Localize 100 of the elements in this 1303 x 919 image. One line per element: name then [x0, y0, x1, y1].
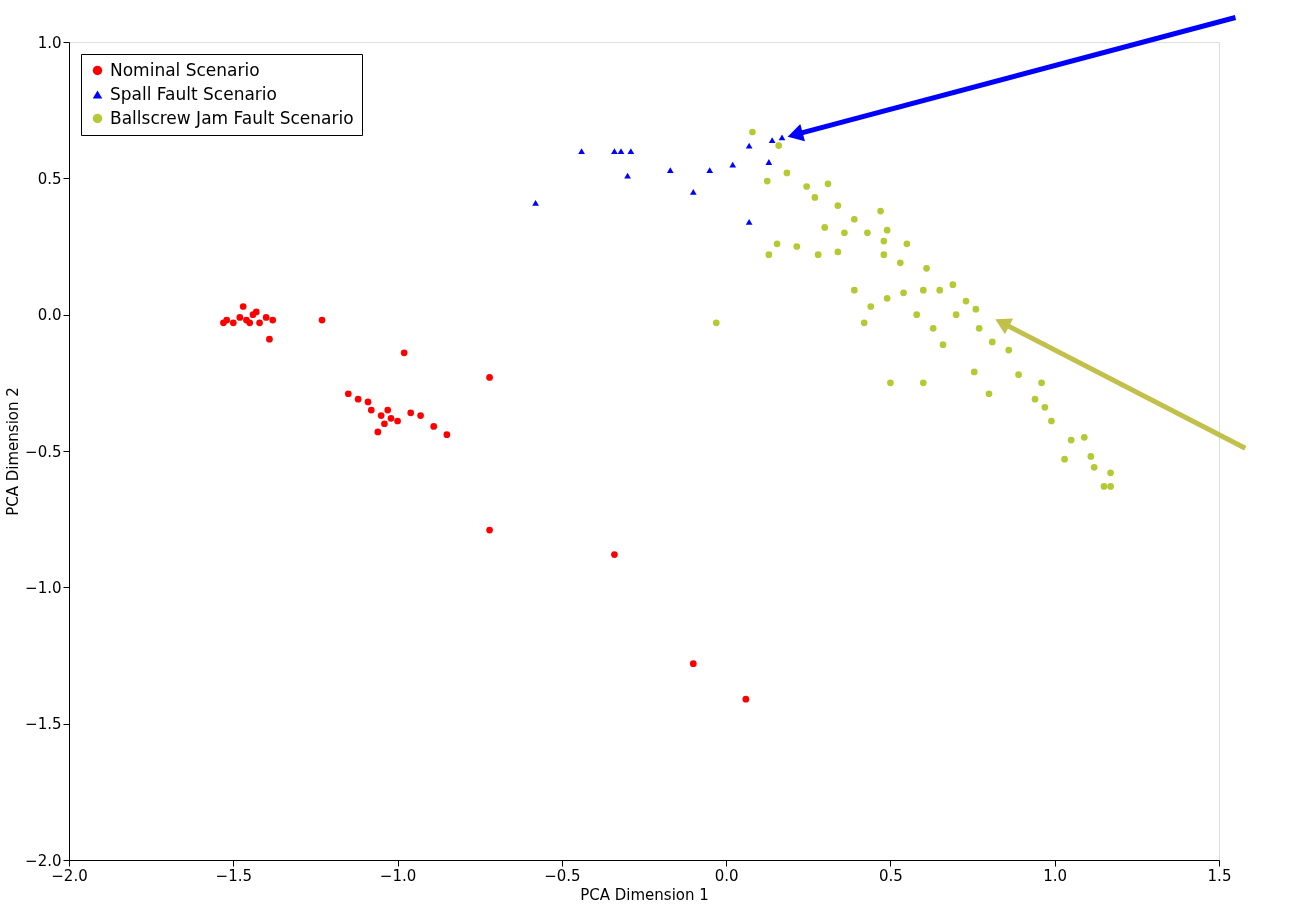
point — [486, 526, 493, 534]
point — [367, 406, 375, 414]
point — [919, 379, 927, 387]
point — [880, 237, 888, 245]
point — [883, 226, 891, 234]
point — [929, 324, 937, 332]
x-tick-label: −1.0 — [379, 866, 417, 885]
point — [841, 229, 848, 237]
point — [1080, 434, 1088, 441]
y-tick-label: −1.0 — [25, 578, 62, 597]
point — [867, 303, 875, 310]
point — [611, 148, 618, 154]
point — [627, 148, 635, 154]
x-tick-label: 0.0 — [714, 866, 739, 885]
point — [229, 319, 237, 327]
legend-label: Spall Fault Scenario — [110, 83, 277, 104]
point — [749, 128, 756, 136]
point — [985, 390, 993, 398]
point — [374, 428, 382, 436]
x-tick-label: 0.5 — [879, 866, 903, 885]
point — [952, 311, 960, 319]
point — [896, 259, 904, 267]
x-tick-label: −0.5 — [544, 866, 581, 885]
point — [877, 207, 884, 215]
point — [266, 335, 273, 343]
point — [269, 316, 277, 324]
point — [778, 134, 786, 141]
point — [913, 311, 921, 319]
point — [689, 189, 697, 195]
point — [394, 417, 401, 425]
point — [532, 199, 539, 206]
y-tick-label: 1.0 — [37, 33, 62, 52]
point — [765, 159, 773, 165]
point — [821, 224, 829, 231]
point — [236, 314, 244, 321]
point — [729, 161, 737, 168]
point — [824, 180, 832, 188]
point — [1061, 455, 1068, 463]
point — [1090, 464, 1098, 471]
point — [256, 319, 263, 327]
point — [919, 286, 927, 294]
point — [742, 695, 750, 703]
point — [793, 243, 801, 250]
point — [775, 142, 783, 149]
point — [988, 338, 996, 346]
point — [903, 240, 911, 248]
point — [262, 314, 270, 321]
point — [354, 395, 362, 403]
point — [883, 294, 891, 302]
point — [239, 303, 247, 310]
point — [223, 316, 231, 324]
x-tick-label: 1.0 — [1043, 866, 1068, 885]
point — [377, 412, 385, 419]
point — [887, 379, 894, 387]
point — [860, 319, 868, 327]
point — [850, 215, 858, 223]
point — [834, 248, 842, 256]
point — [745, 219, 753, 225]
x-tick-label: 1.5 — [1207, 866, 1232, 885]
y-tick-label: 0.0 — [37, 306, 62, 325]
point — [1087, 453, 1095, 460]
y-tick-label: 0.5 — [37, 169, 62, 188]
point — [1067, 436, 1075, 444]
point — [900, 289, 907, 297]
point — [344, 390, 352, 398]
point — [970, 368, 978, 376]
point — [712, 319, 720, 327]
point — [936, 286, 944, 294]
point — [972, 305, 980, 313]
point — [1048, 417, 1055, 425]
point — [400, 349, 408, 357]
point — [814, 251, 822, 259]
point — [880, 251, 888, 259]
point — [923, 264, 930, 272]
point — [783, 169, 791, 177]
point — [773, 240, 781, 248]
point — [443, 431, 451, 438]
point — [1005, 346, 1013, 354]
point — [864, 229, 871, 237]
point — [578, 148, 585, 154]
legend-label: Ballscrew Jam Fault Scenario — [110, 107, 354, 128]
point — [765, 251, 773, 259]
point — [1107, 483, 1114, 490]
x-tick-label: −1.5 — [215, 866, 252, 885]
point — [486, 374, 493, 381]
point — [387, 414, 395, 422]
point — [407, 409, 415, 417]
point — [689, 660, 697, 668]
point — [1038, 379, 1045, 387]
point — [1107, 469, 1114, 477]
point — [763, 177, 771, 185]
point — [975, 324, 983, 332]
point — [768, 137, 776, 144]
point — [939, 341, 947, 349]
point — [1041, 404, 1049, 411]
point — [624, 172, 631, 179]
point — [430, 423, 438, 430]
point — [803, 183, 810, 190]
point — [1031, 395, 1039, 403]
y-tick-label: −1.5 — [25, 715, 62, 734]
